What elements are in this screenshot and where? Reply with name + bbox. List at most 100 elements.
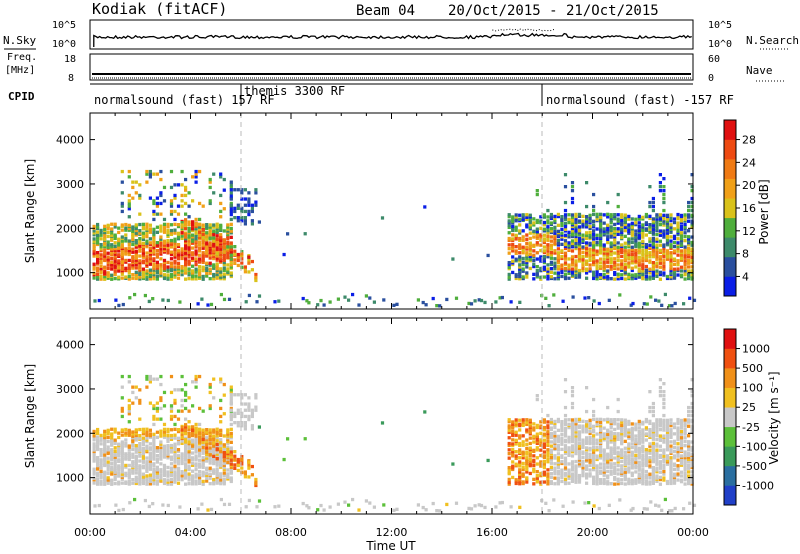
velocity-cell	[546, 413, 550, 418]
velocity-cell	[655, 479, 659, 483]
power-cell	[127, 204, 131, 208]
velocity-cell	[546, 472, 550, 476]
power-cell	[198, 233, 202, 238]
power-cell	[556, 257, 560, 261]
power-cell	[623, 277, 627, 281]
power-cell	[176, 265, 181, 269]
velocity-cell	[583, 501, 587, 505]
velocity-cell	[623, 422, 627, 426]
velocity-cell	[525, 420, 529, 424]
velocity-cell	[226, 457, 230, 462]
power-cell	[599, 251, 603, 255]
power-cell	[577, 225, 582, 229]
velocity-cell	[651, 478, 655, 482]
velocity-cell	[683, 471, 687, 475]
power-cell	[145, 251, 149, 255]
velocity-cell	[507, 482, 511, 486]
power-cell	[634, 235, 638, 239]
velocity-cell	[683, 458, 687, 462]
velocity-cell	[152, 476, 156, 480]
velocity-cell	[120, 409, 124, 413]
power-cell	[368, 296, 372, 300]
velocity-cell	[99, 474, 103, 478]
power-cell	[305, 299, 309, 303]
power-cell	[563, 221, 568, 225]
power-cell	[535, 233, 539, 237]
power-cell	[173, 273, 177, 277]
velocity-cell	[176, 466, 181, 470]
power-cell	[134, 241, 138, 245]
velocity-cell	[602, 454, 606, 458]
velocity-cell	[539, 453, 543, 458]
power-cell	[159, 191, 163, 195]
velocity-cell	[229, 440, 233, 444]
power-cell	[229, 188, 233, 192]
power-cell	[630, 245, 634, 249]
power-cell	[553, 257, 557, 261]
velocity-cell	[602, 477, 606, 482]
velocity-cell	[514, 454, 518, 458]
velocity-cell	[99, 466, 103, 470]
velocity-cell	[229, 478, 233, 482]
noise-tick-bottom-right: 10^0	[708, 39, 732, 50]
power-cell	[585, 276, 589, 280]
power-cell	[577, 272, 582, 277]
power-cell	[623, 269, 627, 273]
power-cell	[613, 237, 617, 241]
power-cell	[553, 219, 557, 223]
velocity-cell	[560, 460, 564, 464]
velocity-cell	[606, 442, 610, 446]
velocity-cell	[588, 426, 592, 430]
power-cell	[669, 216, 673, 220]
power-cell	[577, 244, 582, 248]
power-cell	[212, 233, 216, 237]
power-cell	[665, 223, 670, 227]
power-cell	[634, 221, 638, 225]
velocity-cell	[634, 428, 638, 432]
velocity-cell	[588, 458, 592, 462]
power-cell	[577, 251, 582, 255]
velocity-cell	[570, 450, 575, 454]
velocity-cell	[553, 425, 557, 430]
velocity-cell	[644, 460, 648, 464]
velocity-cell	[514, 438, 518, 442]
velocity-cell	[687, 442, 691, 446]
velocity-cell	[145, 374, 149, 379]
velocity-cell	[145, 430, 149, 434]
velocity-cell	[518, 478, 522, 482]
velocity-cell	[507, 467, 511, 472]
velocity-cell	[662, 458, 666, 462]
velocity-cell	[229, 402, 233, 406]
power-cell	[173, 253, 177, 257]
velocity-cell	[620, 448, 624, 452]
velocity-cell	[556, 478, 560, 482]
velocity-cell	[672, 445, 677, 450]
velocity-cell	[563, 422, 568, 426]
velocity-cell	[563, 449, 568, 453]
power-cell	[173, 222, 177, 226]
velocity-cell	[662, 405, 666, 410]
power-cell	[630, 277, 634, 281]
velocity-cell	[514, 433, 518, 437]
velocity-cell	[613, 434, 617, 438]
velocity-cell	[660, 508, 664, 512]
power-cell	[577, 227, 582, 231]
power-cell	[173, 261, 177, 265]
power-cell	[240, 252, 244, 256]
velocity-cell	[641, 453, 645, 457]
power-cell	[229, 207, 233, 211]
power-cell	[687, 241, 691, 245]
velocity-cell	[623, 470, 627, 474]
velocity-cell	[672, 472, 677, 476]
power-cell	[672, 240, 677, 245]
velocity-cell	[546, 431, 550, 436]
power-cell	[222, 272, 226, 276]
velocity-cell	[133, 497, 137, 502]
velocity-cell	[215, 461, 219, 465]
power-cell	[162, 222, 167, 226]
power-cell	[131, 263, 135, 267]
velocity-cell	[620, 423, 624, 428]
velocity-cell	[110, 452, 114, 456]
power-cell	[627, 257, 631, 261]
power-cell	[97, 298, 101, 303]
